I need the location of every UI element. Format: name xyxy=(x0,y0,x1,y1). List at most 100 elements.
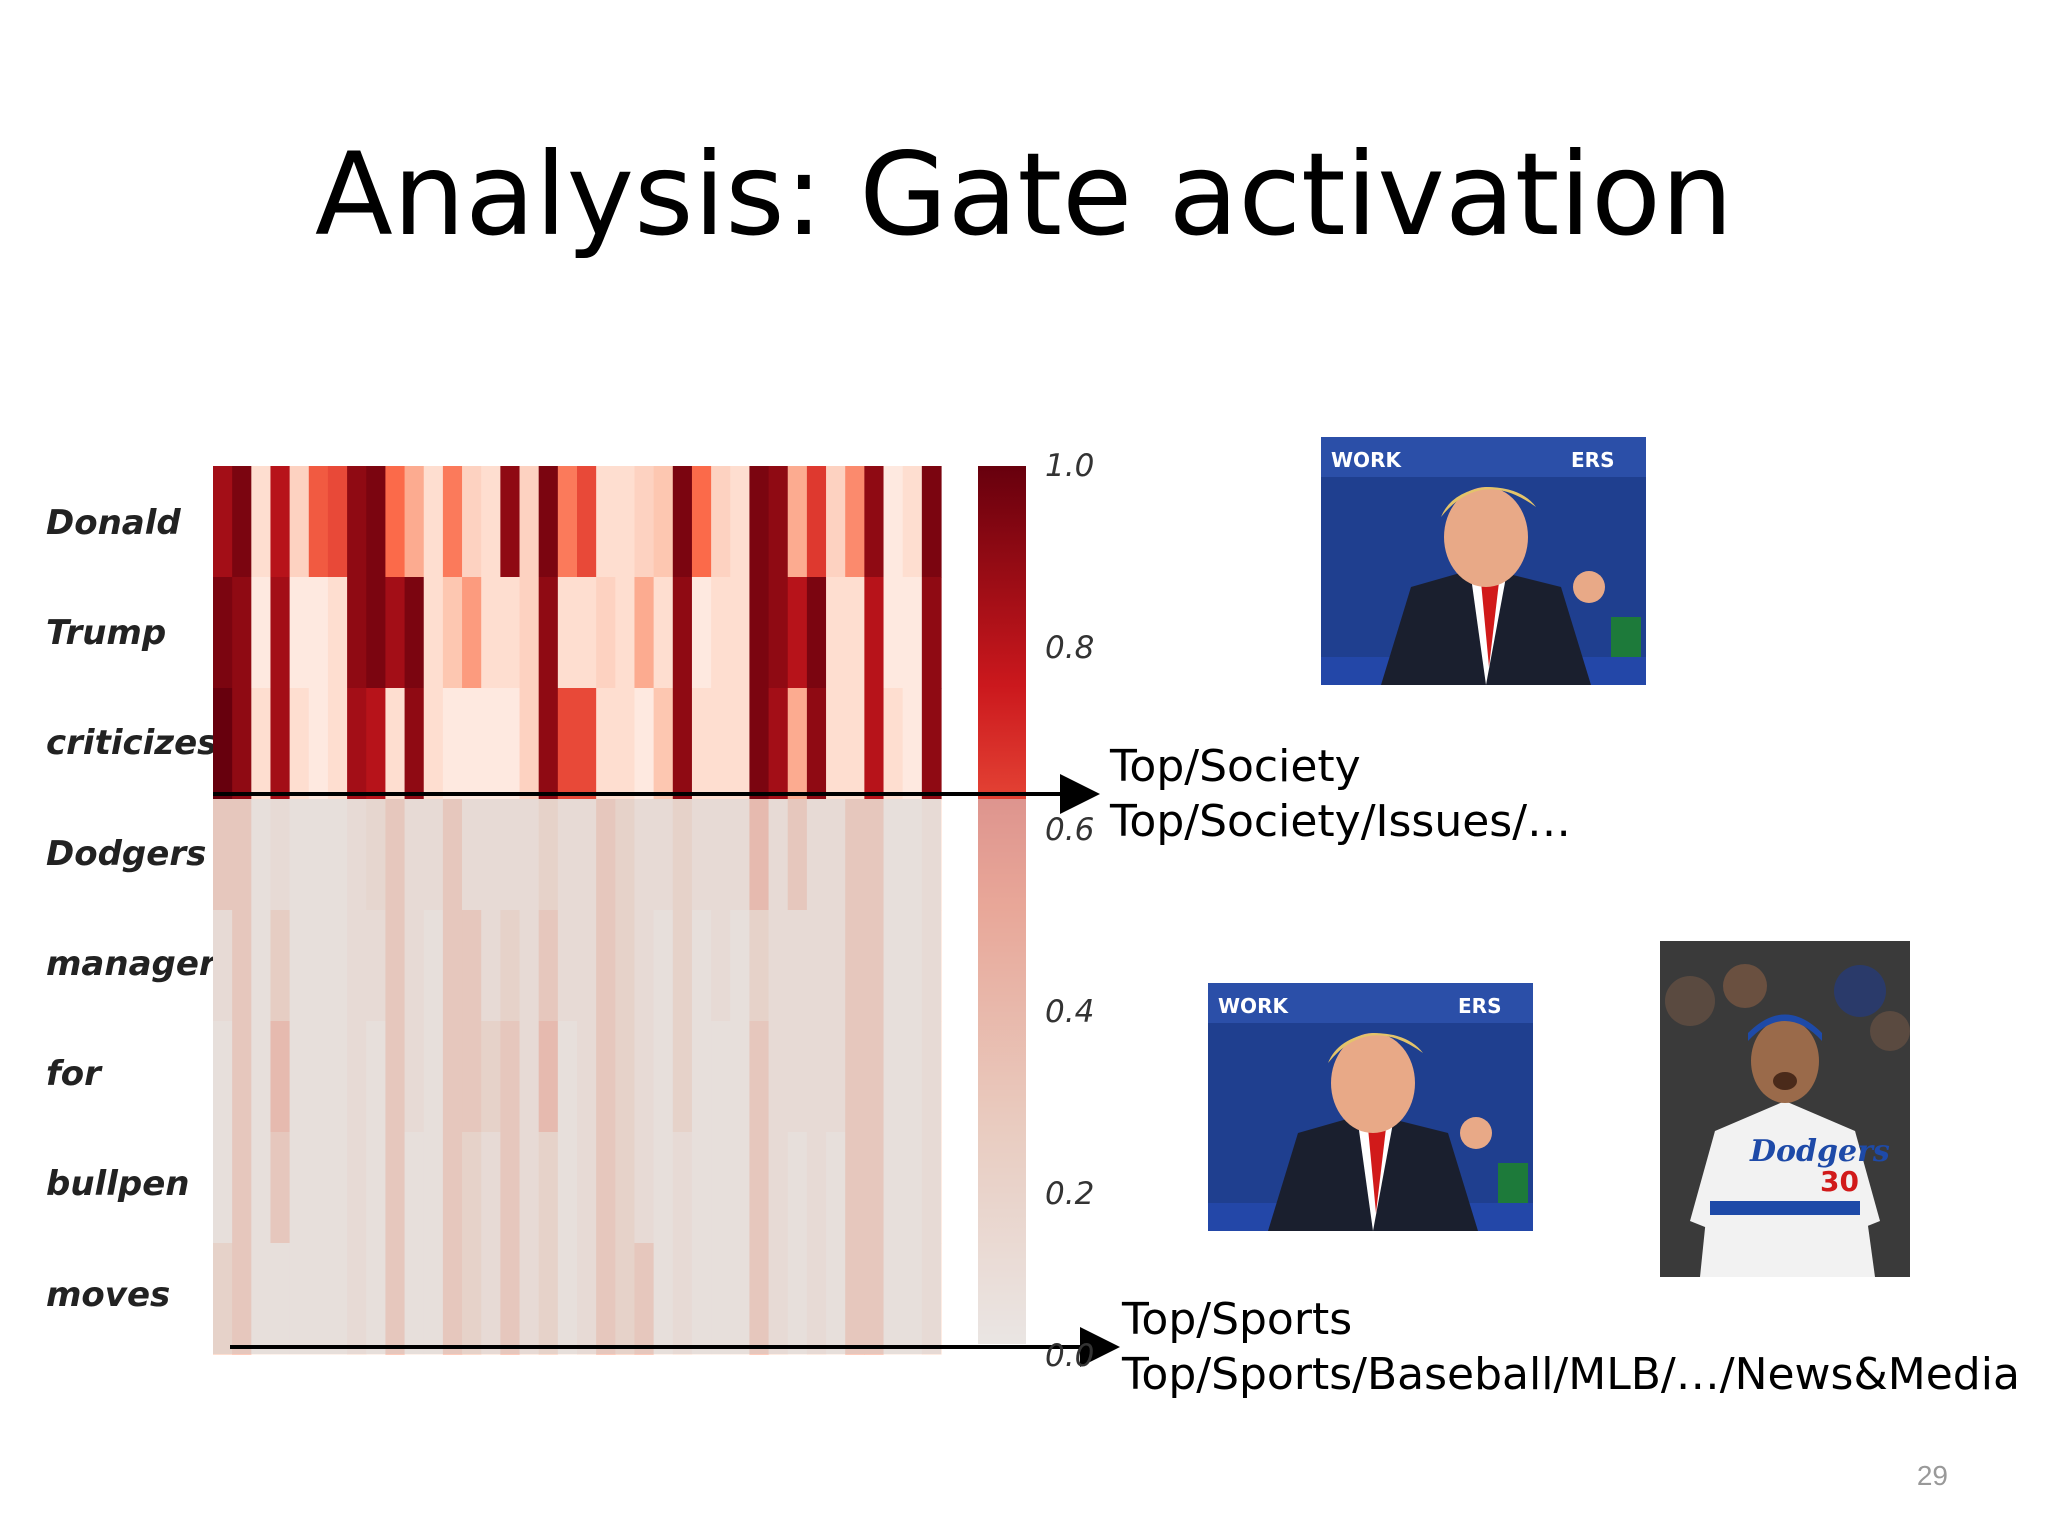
heatmap-cell xyxy=(883,577,904,689)
heatmap-cell xyxy=(883,466,904,578)
heatmap-cell xyxy=(423,577,444,689)
heatmap-cell xyxy=(347,466,367,578)
svg-text:30: 30 xyxy=(1820,1165,1859,1198)
heatmap-cell xyxy=(538,577,559,689)
heatmap-cell xyxy=(500,466,521,578)
heatmap-cell xyxy=(232,466,252,578)
heatmap-cell xyxy=(251,577,272,689)
heatmap-cell xyxy=(251,688,272,800)
row-label: for xyxy=(46,1054,101,1094)
heatmap-cell xyxy=(711,577,731,689)
heatmap-cell xyxy=(826,577,846,689)
heatmap-cell xyxy=(289,577,310,689)
heatmap-cell xyxy=(213,688,233,800)
heatmap-cell xyxy=(423,466,444,578)
heatmap-cell xyxy=(519,577,540,689)
heatmap-cell xyxy=(653,466,674,578)
heatmap-cell xyxy=(749,577,770,689)
heatmap-cell xyxy=(902,688,923,800)
heatmap-cell xyxy=(404,466,425,578)
person-pointing-illustration: WORK ERS xyxy=(1321,437,1646,685)
heatmap-cell xyxy=(730,688,751,800)
heatmap-cell xyxy=(596,466,616,578)
heatmap-cell xyxy=(768,466,789,578)
heatmap-cell xyxy=(749,466,770,578)
heatmap-cell xyxy=(864,577,885,689)
person-pointing-illustration: WORK ERS xyxy=(1208,983,1533,1231)
heatmap-cell xyxy=(270,688,291,800)
heatmap-cell xyxy=(557,688,578,800)
heatmap-cell xyxy=(404,688,425,800)
heatmap-cell xyxy=(519,688,540,800)
row-label: Trump xyxy=(46,613,167,653)
heatmap-cell xyxy=(251,466,272,578)
heatmap-cell xyxy=(845,688,865,800)
colorbar-overlay xyxy=(978,799,1026,1344)
heatmap-cell xyxy=(270,577,291,689)
heatmap-cell xyxy=(672,577,693,689)
heatmap-cell xyxy=(806,577,827,689)
topic-label-sports: Top/Sports xyxy=(1122,1294,1353,1345)
heatmap-cell xyxy=(845,577,865,689)
heatmap-cell xyxy=(845,466,865,578)
colorbar-tick-label: 0.6 xyxy=(1045,812,1095,848)
heatmap-cell xyxy=(634,466,655,578)
heatmap-cell xyxy=(711,466,731,578)
heatmap-cell xyxy=(404,577,425,689)
heatmap-cell xyxy=(921,466,942,578)
svg-text:Dodgers: Dodgers xyxy=(1749,1134,1890,1169)
heatmap-cell xyxy=(423,688,444,800)
heatmap-cell xyxy=(615,577,636,689)
baseball-manager-illustration: Dodgers 30 xyxy=(1660,941,1910,1277)
heatmap-cell xyxy=(385,466,406,578)
colorbar-tick-label: 0.0 xyxy=(1045,1338,1095,1374)
heatmap-cell xyxy=(213,577,233,689)
heatmap-cell xyxy=(634,577,655,689)
row-label: criticizes xyxy=(46,723,218,763)
person-pointing-photo: WORK ERS xyxy=(1321,437,1646,685)
svg-text:ERS: ERS xyxy=(1458,994,1501,1018)
heatmap-cell xyxy=(691,466,712,578)
row-label: bullpen xyxy=(46,1164,190,1204)
heatmap-cell xyxy=(596,688,616,800)
page-number: 29 xyxy=(1916,1460,1948,1491)
heatmap-cell xyxy=(787,577,808,689)
svg-text:ERS: ERS xyxy=(1571,448,1614,472)
heatmap-cell xyxy=(864,466,885,578)
heatmap-cell xyxy=(672,466,693,578)
heatmap-cell xyxy=(232,577,252,689)
heatmap-cell xyxy=(327,688,348,800)
heatmap-cell xyxy=(730,466,751,578)
heatmap-cell xyxy=(577,688,597,800)
heatmap-cell xyxy=(442,688,463,800)
heatmap-cell xyxy=(634,688,655,800)
heatmap-cell xyxy=(806,688,827,800)
heatmap-cell xyxy=(308,688,329,800)
heatmap-cell xyxy=(615,466,636,578)
heatmap-cell xyxy=(691,577,712,689)
heatmap-cell xyxy=(462,466,482,578)
heatmap-cell xyxy=(538,688,559,800)
heatmap-cell xyxy=(347,577,367,689)
baseball-manager-photo: Dodgers 30 xyxy=(1660,941,1910,1277)
heatmap-cell xyxy=(768,688,789,800)
heatmap-cell xyxy=(385,577,406,689)
heatmap-cell xyxy=(538,466,559,578)
heatmap-cell xyxy=(327,577,348,689)
heatmap-cell xyxy=(366,577,387,689)
heatmap-cell xyxy=(327,466,348,578)
heatmap-cell xyxy=(883,688,904,800)
row-label: moves xyxy=(46,1275,171,1315)
heatmap-cell xyxy=(653,688,674,800)
lower-rows-overlay xyxy=(213,799,941,1354)
heatmap-cell xyxy=(557,466,578,578)
heatmap-cell xyxy=(500,688,521,800)
heatmap-cell xyxy=(232,688,252,800)
heatmap-cell xyxy=(615,688,636,800)
heatmap-cell xyxy=(749,688,770,800)
slide-title: Analysis: Gate activation xyxy=(314,128,1734,261)
heatmap-cell xyxy=(385,688,406,800)
heatmap-cell xyxy=(481,688,501,800)
heatmap-cell xyxy=(902,577,923,689)
